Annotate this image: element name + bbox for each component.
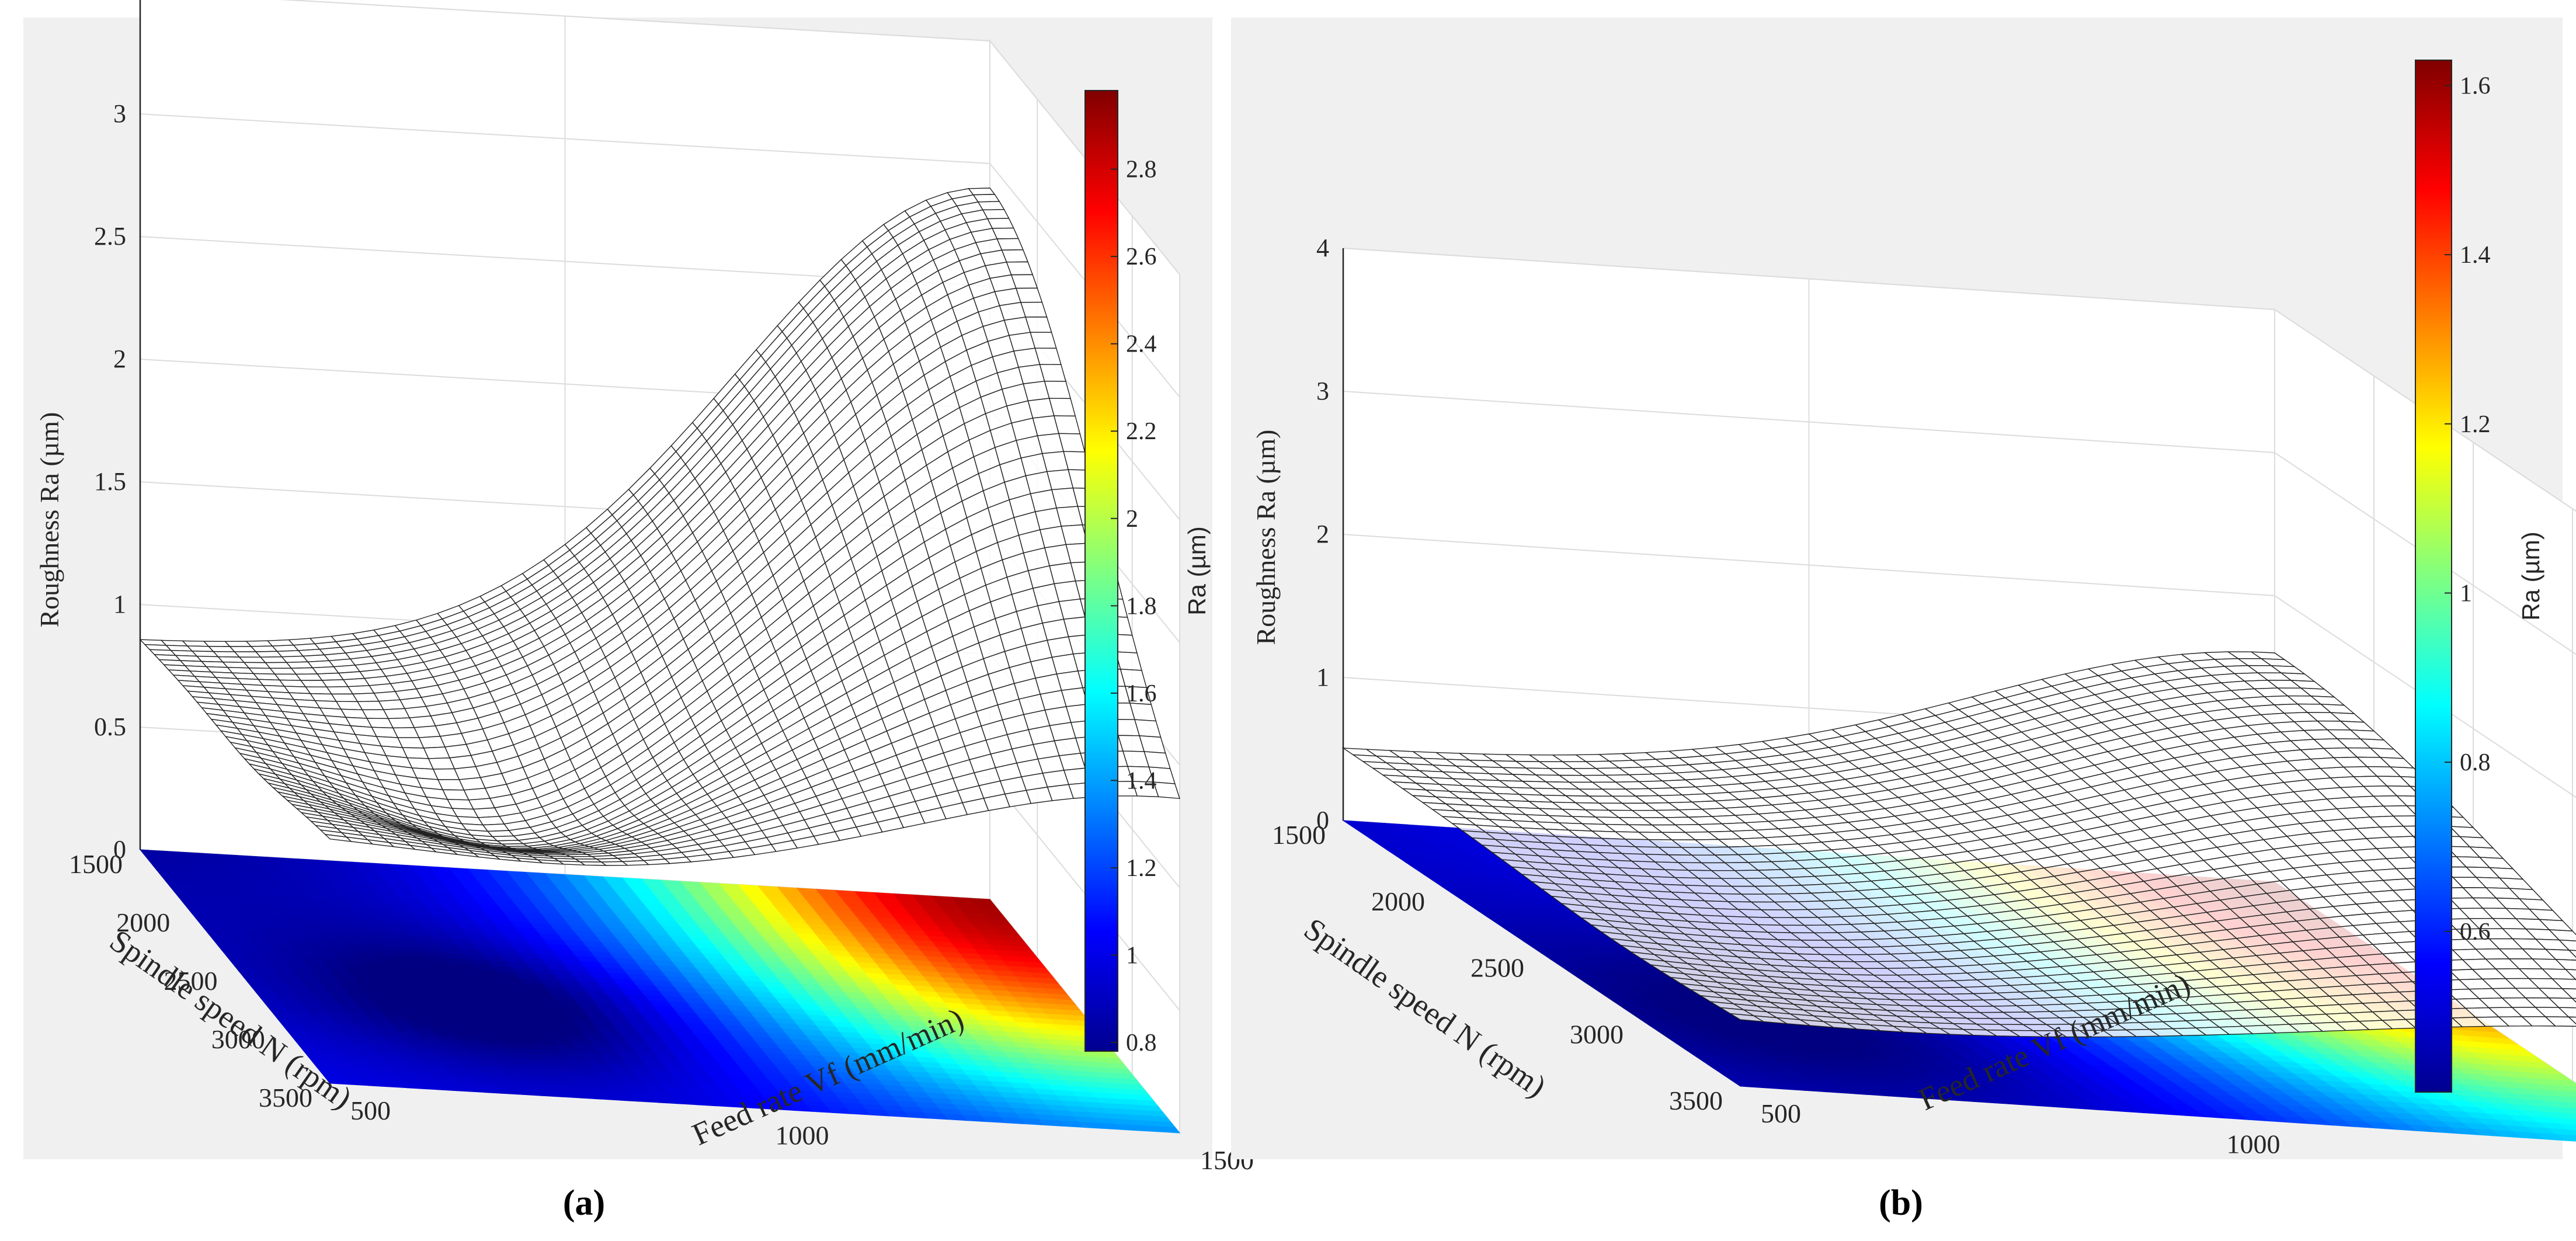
a-surface-cell xyxy=(1020,301,1048,318)
a-surface-cell xyxy=(1115,651,1142,671)
a-colorbar-tick-label: 1.6 xyxy=(1126,680,1157,707)
a-surface-cell xyxy=(982,208,1010,220)
panel-a-zlabel: Roughness Ra (µm) xyxy=(34,412,64,628)
a-colorbar-ramp xyxy=(1084,90,1118,1052)
a-surface-cell xyxy=(1039,364,1066,382)
a-colorbar-tick-label: 2.6 xyxy=(1126,244,1157,270)
a-surface-cell xyxy=(972,194,1000,203)
a-surface-cell xyxy=(968,187,996,196)
a-colorbar-tick-label: 2.8 xyxy=(1126,157,1157,183)
a-surface-cell xyxy=(1010,274,1038,289)
a-surface-cell xyxy=(996,238,1024,251)
a-surface-cell xyxy=(1015,287,1043,303)
a-surface-cell xyxy=(1025,317,1052,333)
a-surface-cell xyxy=(977,201,1005,211)
a-colorbar-label: Ra (µm) xyxy=(1183,526,1211,616)
a-colorbar-tick-label: 1.4 xyxy=(1126,767,1157,794)
a-ztick-label: 1 xyxy=(113,590,126,618)
a-colorbar-tick-label: 2.4 xyxy=(1126,331,1157,358)
panel-b: 012345001000150015002000250030003500 Rou… xyxy=(1231,18,2576,1159)
a-colorbar-tick-label: 1.8 xyxy=(1126,593,1157,620)
a-xtick-label: 1000 xyxy=(776,1121,829,1150)
a-ztick-label: 3.5 xyxy=(94,0,126,5)
a-colorbar-tick-label: 1.2 xyxy=(1126,855,1157,882)
a-surface-cell xyxy=(1034,347,1062,365)
a-surface-cell xyxy=(987,218,1014,229)
a-ztick-label: 1.5 xyxy=(94,467,126,496)
a-surface-cell xyxy=(1058,433,1086,453)
a-surface-cell xyxy=(1044,381,1072,399)
a-surface-cell xyxy=(1001,249,1029,263)
a-surface-cell xyxy=(992,227,1019,239)
a-ztick-label: 3 xyxy=(113,99,126,128)
a-surface-cell xyxy=(1006,261,1034,276)
panel-a: 00.511.522.533.5500100015001500200025003… xyxy=(23,0,1254,1175)
a-surface-cell xyxy=(1053,415,1081,434)
panel-a-contour-floor xyxy=(139,849,1181,1134)
a-xtick-label: 500 xyxy=(350,1096,391,1125)
a-ztick-label: 0.5 xyxy=(94,712,126,741)
a-surface-cell xyxy=(1048,398,1076,417)
a-colorbar-tick-label: 0.8 xyxy=(1126,1030,1157,1056)
a-colorbar-tick-label: 2 xyxy=(1126,506,1138,533)
a-ytick-label: 1500 xyxy=(69,849,123,879)
a-ztick-label: 2.5 xyxy=(94,222,126,251)
a-ztick-label: 2 xyxy=(113,345,126,373)
a-surface-cell xyxy=(1030,332,1057,349)
a-colorbar-tick-label: 1 xyxy=(1126,943,1138,969)
a-colorbar-tick-label: 2.2 xyxy=(1126,418,1157,445)
